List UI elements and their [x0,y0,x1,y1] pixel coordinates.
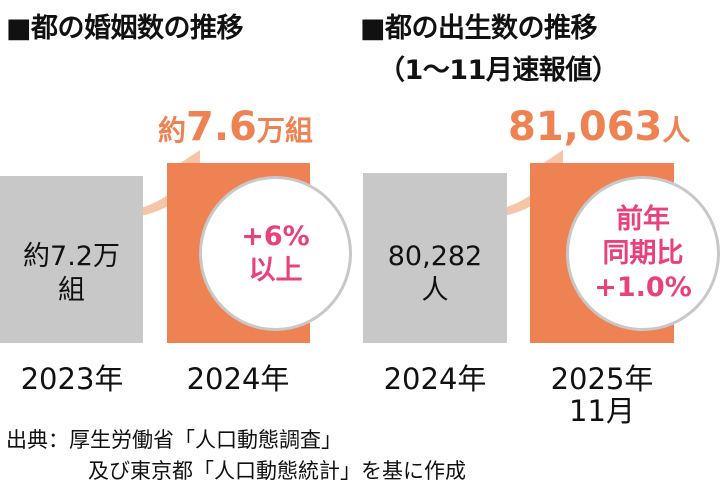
badge-line: 前年 [616,203,670,235]
value-unit: 人 [662,114,691,147]
bar-2025-births-value: 81,063人 [508,104,690,150]
marriage-chart-title: ■都の婚姻数の推移 [6,13,244,44]
growth-badge: +6% 以上 [199,176,352,331]
value-prefix: 約 [158,114,187,147]
badge-line: +6% [241,220,310,252]
value-number: 81,063 [508,104,663,150]
value-unit: 人 [421,275,449,306]
value-unit: 組 [58,275,85,306]
badge-line: 同期比 [602,237,684,269]
value-text: 80,282 [387,241,483,272]
bar-2023-value: 約7.2万 組 [0,240,143,308]
bar-2024-births [363,173,507,343]
birth-chart-subtitle: （1〜11月速報値） [378,55,619,86]
bar-2024-value: 約7.6万組 [158,104,313,150]
yoy-badge: 前年 同期比 +1.0% [566,176,720,331]
badge-line: +1.0% [594,271,692,303]
bar-2023 [0,176,143,343]
source-line-2: 及び東京都「人口動態統計」を基に作成 [88,459,466,483]
x-label-2025-births: 2025年 [550,362,654,396]
x-label-2023: 2023年 [20,362,124,396]
x-label-2024: 2024年 [186,362,290,396]
value-number: 7.6 [186,104,257,150]
value-text: 約7.2万 [23,241,120,272]
bar-2024-births-value: 80,282 人 [363,240,507,308]
birth-chart-title: ■都の出生数の推移 [360,13,598,44]
x-label-2025-month: 11月 [569,394,635,428]
x-label-2024-births: 2024年 [383,362,487,396]
badge-line: 以上 [248,254,303,286]
value-unit: 万組 [256,114,313,147]
source-line-1: 出典：厚生労働省「人口動態調査」 [6,428,342,452]
